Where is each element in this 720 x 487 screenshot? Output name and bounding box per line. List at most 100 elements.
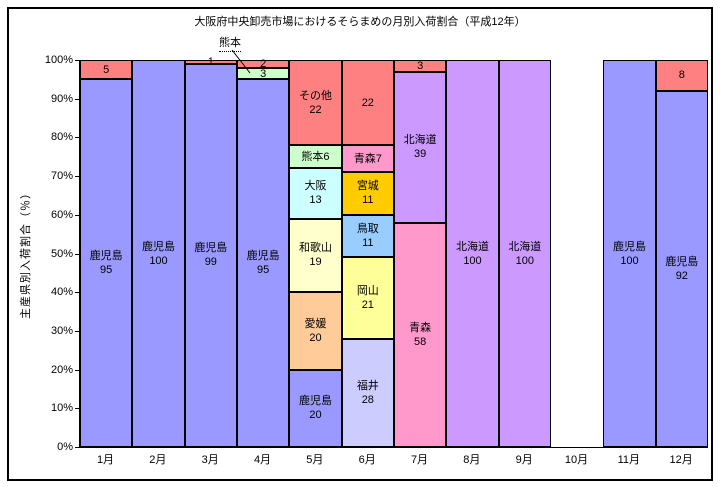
y-tick-mark [75, 137, 79, 139]
segment-fukui-month-6: 福井 28 [341, 338, 394, 447]
segment-hokkaido-month-7: 北海道 39 [394, 71, 447, 223]
segment-label: 20 [309, 331, 322, 344]
bar-month-11: 鹿児島 100 [603, 60, 656, 447]
segment-label: 22 [309, 103, 322, 116]
segment-label: 鹿児島 [612, 240, 646, 253]
segment-label: 鹿児島 [194, 242, 228, 255]
annotation-kumamoto-label: 熊本 [219, 34, 241, 52]
segment-other-month-5: その他 22 [289, 60, 342, 146]
x-tick-label: 8月 [463, 454, 481, 466]
x-tick-label: 9月 [515, 454, 533, 466]
segment-osaka-month-5: 大阪 13 [289, 168, 342, 219]
segment-label: 鳥取 [356, 223, 379, 236]
segment-miyagi-month-6: 宮城 11 [341, 172, 394, 215]
segment-label: 鹿児島 [298, 395, 332, 408]
segment-label: 20 [309, 409, 322, 422]
segment-label: 宮城 [356, 180, 379, 193]
segment-kumamoto-month-4: 3 [237, 67, 290, 80]
segment-label: 福井 [356, 379, 379, 392]
y-tick-label: 10% [50, 402, 73, 415]
x-tick-label: 1月 [96, 454, 115, 466]
x-tick-label: 6月 [358, 454, 376, 466]
segment-label: 11 [362, 194, 374, 207]
segment-okayama-month-6: 岡山 21 [341, 257, 394, 339]
segment-label: 岡山 [356, 284, 379, 297]
x-tick-label: 11月 [617, 454, 641, 466]
bar-month-10 [551, 60, 603, 447]
segment-hokkaido-month-9: 北海道 100 [498, 60, 551, 447]
segment-label: 8 [678, 69, 685, 82]
segment-label: 100 [515, 254, 534, 267]
y-tick-label: 20% [50, 363, 73, 376]
segment-wakayama-month-5: 和歌山 19 [289, 218, 342, 293]
segment-label: 青森 [409, 321, 432, 334]
segment-label: 22 [361, 96, 374, 109]
segment-label: 2 [260, 57, 267, 70]
segment-tottori-month-6: 鳥取 11 [341, 214, 394, 258]
y-tick-label: 40% [50, 286, 73, 299]
segment-label: 鹿児島 [246, 250, 280, 263]
segment-label: 和歌山 [298, 242, 332, 255]
segment-label: 100 [463, 254, 482, 267]
y-tick-mark [75, 292, 79, 294]
segment-kagoshima-month-1: 鹿児島 95 [80, 79, 133, 447]
y-tick-mark [75, 176, 79, 178]
segment-kagoshima-month-12: 鹿児島 92 [655, 90, 708, 447]
plot-area: 5 鹿児島 95 鹿児島 100 1 鹿児島 99 2 3 鹿児島 95 その他 22 熊本6 大阪 13 和歌山… [79, 56, 708, 448]
x-tick-label: 5月 [306, 454, 324, 466]
segment-label: 北海道 [508, 240, 542, 253]
segment-kumamoto-month-5: 熊本6 [289, 145, 342, 169]
segment-other-month-6: 22 [341, 60, 394, 146]
segment-label: 5 [103, 63, 110, 76]
bar-month-5: その他 22 熊本6 大阪 13 和歌山 19 愛媛 20 鹿児島 20 [289, 60, 342, 447]
segment-kagoshima-month-4: 鹿児島 95 [237, 79, 290, 447]
segment-label: 92 [675, 269, 688, 282]
segment-aomori-month-7: 青森 58 [394, 222, 447, 447]
segment-other-month-12: 8 [655, 60, 708, 91]
y-tick-label: 0% [57, 441, 73, 453]
segment-label: 95 [100, 264, 113, 277]
bar-month-3: 1 鹿児島 99 [184, 56, 237, 447]
y-tick-mark [75, 447, 79, 448]
segment-label: 19 [309, 256, 322, 269]
segment-kagoshima-month-3: 鹿児島 99 [184, 63, 237, 447]
y-tick-mark [75, 253, 79, 255]
segment-label: 100 [620, 254, 639, 267]
segment-label: その他 [298, 89, 332, 102]
y-tick-mark [75, 60, 79, 61]
x-tick-label: 4月 [253, 454, 272, 466]
segment-other-month-4: 2 [237, 57, 290, 70]
segment-label: 鹿児島 [665, 255, 699, 268]
y-tick-label: 80% [50, 131, 73, 144]
y-tick-label: 30% [50, 324, 73, 337]
segment-label: 北海道 [455, 240, 489, 253]
bar-month-12: 8 鹿児島 92 [655, 60, 708, 447]
segment-label: 青森7 [353, 152, 382, 165]
bar-month-4: 2 3 鹿児島 95 [237, 57, 290, 447]
segment-label: 58 [414, 335, 427, 348]
annotation-leader-line [231, 49, 251, 74]
segment-kagoshima-month-2: 鹿児島 100 [132, 60, 185, 447]
segment-aomori-month-6: 青森7 [341, 145, 394, 173]
x-tick-label: 3月 [201, 454, 219, 466]
x-tick-label: 2月 [149, 454, 167, 466]
segment-other-month-7: 3 [394, 59, 447, 72]
bar-month-9: 北海道 100 [498, 60, 551, 447]
segment-label: 100 [149, 254, 168, 267]
segment-label: 11 [362, 237, 374, 250]
segment-label: 95 [257, 264, 270, 277]
y-tick-label: 100% [44, 54, 73, 66]
segment-label: 99 [204, 256, 217, 269]
segment-other-month-1: 5 [80, 60, 133, 80]
y-tick-mark [75, 369, 79, 371]
segment-label: 3 [260, 67, 267, 80]
bar-month-2: 鹿児島 100 [132, 60, 185, 447]
segment-label: 愛媛 [304, 317, 327, 330]
segment-label: 鹿児島 [141, 240, 175, 253]
segment-label: 3 [417, 59, 424, 72]
x-tick-label: 12月 [669, 454, 693, 466]
x-tick-label: 7月 [410, 454, 429, 466]
segment-label: 1 [207, 55, 214, 68]
chart-title: 大阪府中央卸売市場におけるそらまめの月別入荷割合（平成12年） [194, 16, 526, 28]
y-tick-mark [75, 408, 79, 410]
